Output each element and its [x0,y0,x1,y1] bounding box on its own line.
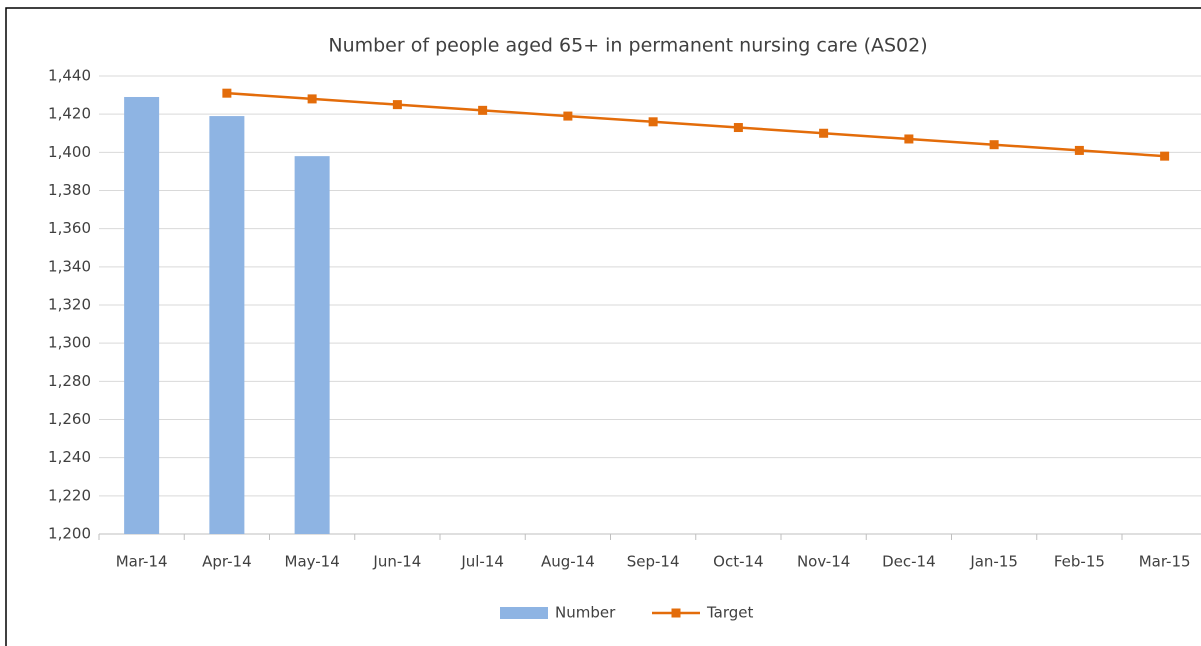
x-tick-label: Sep-14 [627,553,680,571]
legend-swatch [500,607,548,619]
y-tick-label: 1,280 [48,372,91,390]
x-tick-label: May-14 [285,553,340,571]
x-tick-label: Aug-14 [541,553,595,571]
marker [1074,145,1084,155]
x-tick-label: Feb-15 [1054,553,1105,571]
marker [563,111,573,121]
chart-title: Number of people aged 65+ in permanent n… [328,35,927,57]
y-tick-label: 1,380 [48,181,91,199]
y-tick-label: 1,220 [48,486,91,504]
marker [904,134,914,144]
bar [124,96,160,534]
y-tick-label: 1,240 [48,448,91,466]
x-tick-label: Apr-14 [202,553,252,571]
y-tick-label: 1,320 [48,296,91,314]
marker [989,140,999,150]
y-tick-label: 1,440 [48,67,91,85]
marker [392,100,402,110]
y-tick-label: 1,400 [48,143,91,161]
x-tick-label: Dec-14 [882,553,936,571]
marker [307,94,317,104]
y-tick-label: 1,200 [48,525,91,543]
frame [5,7,1201,646]
y-tick-label: 1,260 [48,410,91,428]
marker [733,123,743,133]
x-tick-label: Mar-14 [116,553,168,571]
line [226,91,1165,158]
x-tick-label: Mar-15 [1139,553,1191,571]
x-tick-label: Jun-14 [372,553,421,571]
marker [1160,151,1170,161]
marker [648,117,658,127]
legend-label: Target [706,604,754,622]
x-tick-label: Nov-14 [797,553,850,571]
legend-marker [671,608,681,618]
legend-label: Number [555,604,616,622]
y-tick-label: 1,360 [48,219,91,237]
marker [222,88,232,98]
x-tick-label: Jul-14 [460,553,504,571]
bar [209,116,245,534]
marker [819,128,829,138]
bar [294,156,330,534]
y-tick-label: 1,420 [48,105,91,123]
marker [478,105,488,115]
y-tick-label: 1,300 [48,334,91,352]
y-tick-label: 1,340 [48,257,91,275]
x-tick-label: Oct-14 [713,553,763,571]
x-tick-label: Jan-15 [969,553,1018,571]
